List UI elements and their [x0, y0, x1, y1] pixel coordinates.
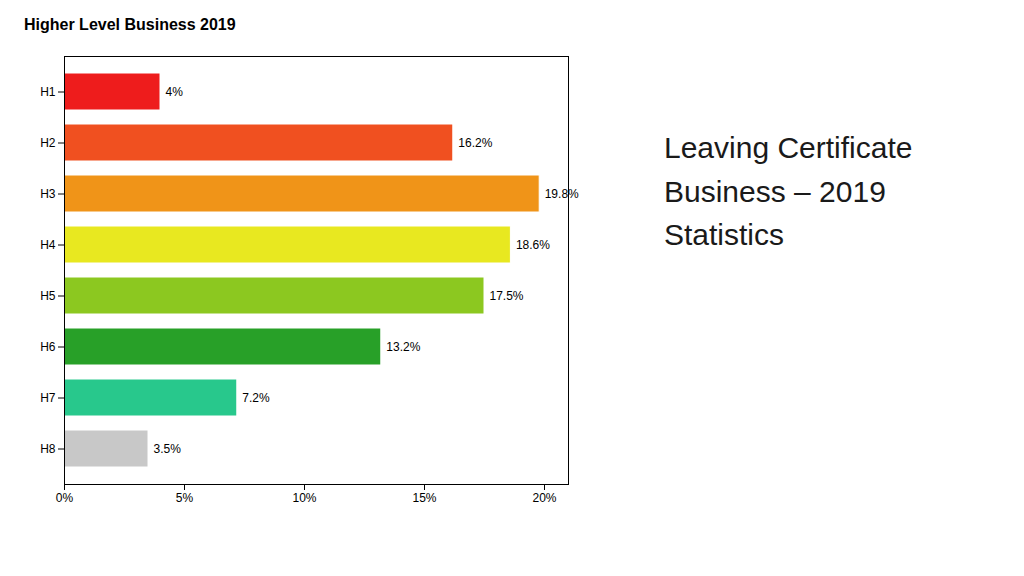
html-text:Leaving Certificate: Leaving Certificate: [664, 131, 913, 164]
svg-text:18.6%: 18.6%: [516, 238, 550, 252]
svg-text:7.2%: 7.2%: [242, 391, 270, 405]
svg-text:H3: H3: [40, 187, 56, 201]
svg-text:4%: 4%: [166, 85, 184, 99]
svg-text:20%: 20%: [532, 491, 556, 505]
svg-text:16.2%: 16.2%: [458, 136, 492, 150]
svg-text:19.8%: 19.8%: [545, 187, 579, 201]
svg-text:H2: H2: [40, 136, 56, 150]
svg-text:13.2%: 13.2%: [386, 340, 420, 354]
svg-text:0%: 0%: [56, 491, 74, 505]
html-text:Business – 2019: Business – 2019: [664, 174, 886, 208]
svg-text:H7: H7: [40, 391, 56, 405]
svg-text:5%: 5%: [176, 491, 194, 505]
svg-text:H5: H5: [40, 289, 56, 303]
svg-text:15%: 15%: [412, 491, 436, 505]
svg-text:17.5%: 17.5%: [490, 289, 524, 303]
html-text:Higher Level Business 2019: Higher Level Business 2019: [24, 16, 236, 33]
svg-text:H1: H1: [40, 85, 56, 99]
svg-text:H6: H6: [40, 340, 56, 354]
svg-text:10%: 10%: [292, 491, 316, 505]
svg-text:H8: H8: [40, 442, 56, 456]
svg-text:H4: H4: [40, 238, 56, 252]
html-text:Statistics: Statistics: [664, 218, 784, 251]
svg-text:3.5%: 3.5%: [154, 442, 182, 456]
